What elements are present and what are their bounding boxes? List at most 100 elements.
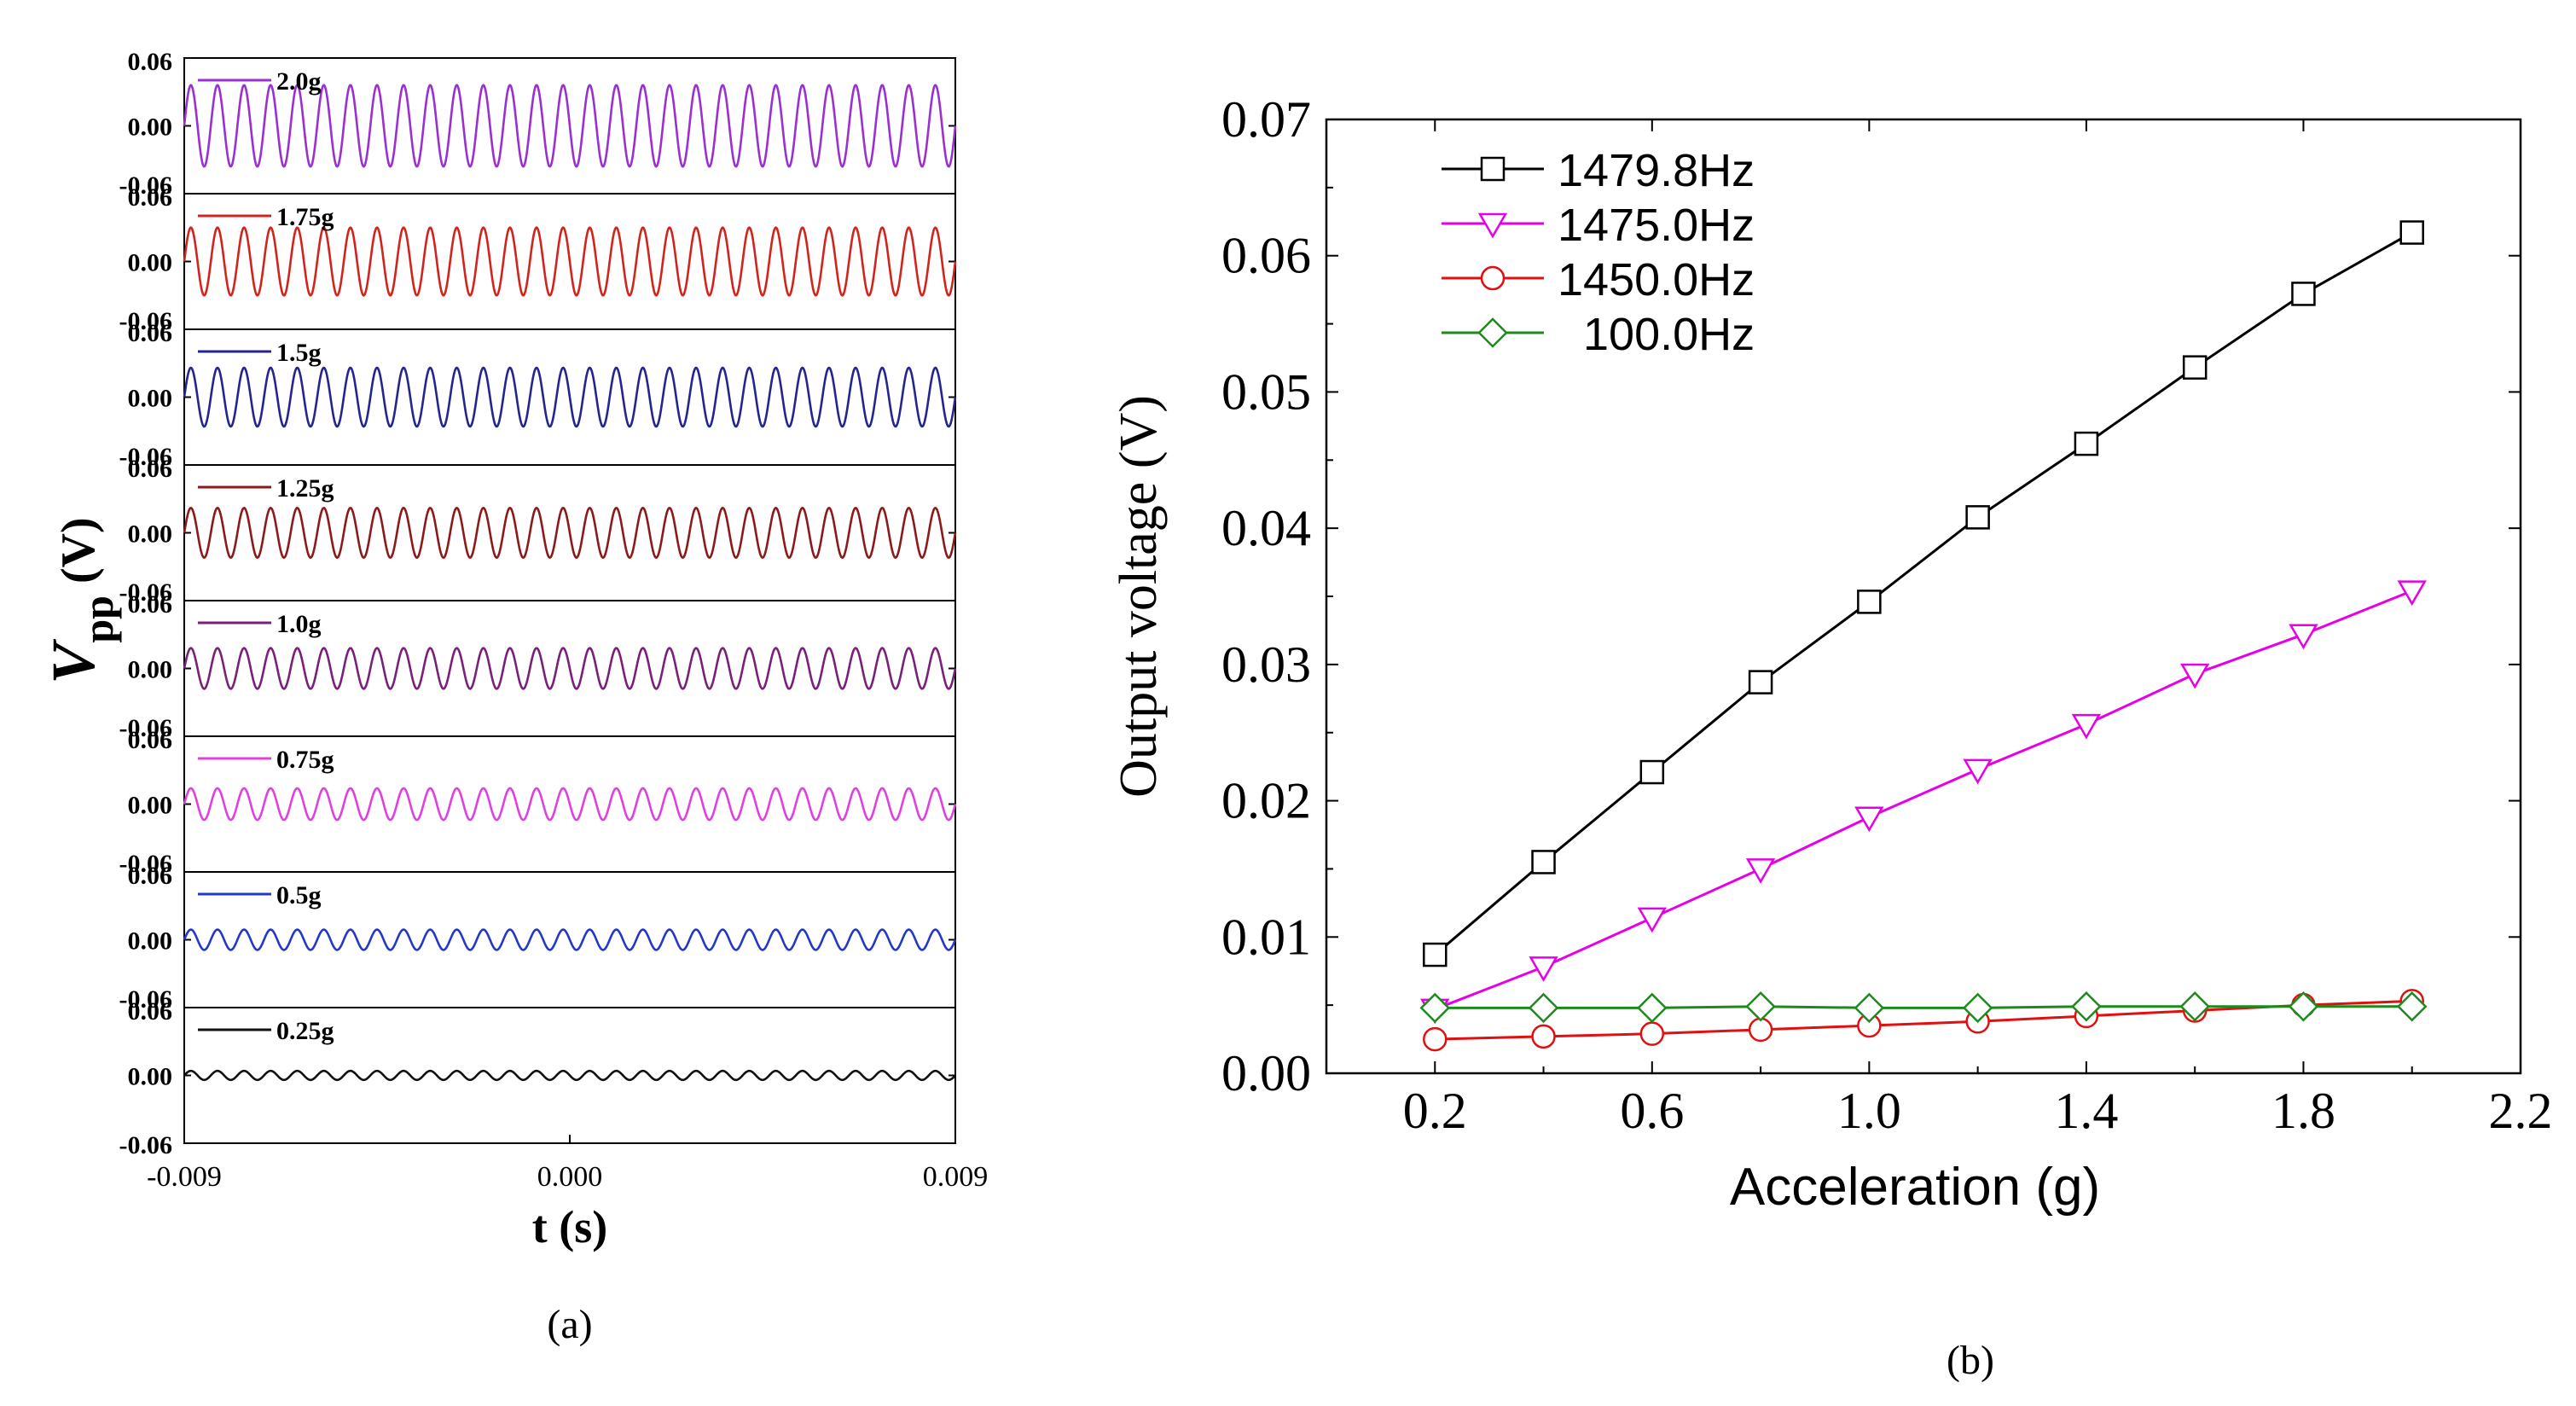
data-point [2180, 663, 2210, 689]
y-tick-label: 0.01 [1221, 909, 1311, 965]
subplot-0.25g: 0.06 0.00 0.25g [128, 997, 956, 1144]
y-tick-label: -0.06 [119, 1131, 173, 1159]
y-tick-label: -0.06 [119, 443, 173, 471]
signal-line [183, 1069, 956, 1082]
legend-marker [1477, 212, 1508, 239]
panel-b: 0.2 0.6 1.0 1.4 1.8 2.2 0.00 0.01 0.02 0.03 0.04 0.… [1110, 91, 2553, 1383]
data-point [1962, 992, 1993, 1024]
y-tick-label: 0.05 [1221, 363, 1311, 420]
data-point [2288, 991, 2319, 1022]
data-point [1423, 1026, 1448, 1052]
data-point [1423, 942, 1448, 967]
y-axis-label-v: V [39, 639, 107, 684]
data-point [2399, 220, 2424, 245]
y-axis-label-unit: (V) [52, 517, 105, 596]
legend-label: 0.75g [276, 746, 334, 774]
y-tick-label: 0.06 [128, 183, 173, 212]
series-1479.8Hz [1423, 220, 2424, 967]
data-point [1748, 1017, 1773, 1043]
y-tick-label: 0.02 [1221, 773, 1311, 829]
signal-line [183, 647, 957, 690]
data-point [2396, 991, 2428, 1022]
legend-label: 1.25g [276, 474, 334, 503]
data-point [2071, 713, 2102, 740]
y-tick-label: 0.06 [128, 590, 173, 619]
y-axis-label: Output voltage (V) [1110, 395, 1168, 798]
y-tick-label: 0.00 [128, 249, 173, 277]
y-tick-label: -0.06 [119, 714, 173, 742]
data-point [1745, 991, 1776, 1022]
signal-line [183, 366, 957, 428]
y-tick-label: 0.06 [128, 726, 173, 754]
y-tick-label: 0.00 [128, 385, 173, 413]
data-point [1419, 992, 1451, 1024]
y-tick-label: 0.07 [1221, 91, 1311, 148]
y-tick-label: 0.00 [128, 113, 173, 142]
data-point [1637, 992, 1668, 1024]
x-tick-label: 0.2 [1403, 1083, 1467, 1139]
data-point [2074, 431, 2099, 456]
y-tick-label: -0.06 [119, 171, 173, 200]
x-tick-label: -0.009 [147, 1161, 222, 1193]
y-tick-label: -0.06 [119, 850, 173, 878]
y-tick-label: 0.06 [128, 319, 173, 347]
data-point [1963, 758, 1993, 785]
legend-label: 1450.0Hz [1558, 254, 1755, 305]
x-axis-label: Acceleration (g) [1730, 1158, 2100, 1217]
x-tick-label: 2.2 [2489, 1083, 2553, 1139]
signal-line [183, 84, 957, 168]
legend-marker [1477, 317, 1508, 348]
x-tick-label: 1.0 [1837, 1083, 1901, 1139]
data-point [2071, 991, 2102, 1022]
y-tick-label: -0.06 [119, 985, 173, 1014]
subplot-1.0g: 0.06 0.00 1.0g [128, 590, 957, 737]
panel-label: (b) [1947, 1338, 1994, 1383]
y-tick-label: 0.03 [1221, 636, 1311, 693]
y-tick-label: 0.04 [1221, 500, 1311, 556]
subplot-0.75g: 0.06 0.00 0.75g [128, 726, 957, 873]
legend-label: 1.0g [276, 610, 322, 638]
y-tick-label: 0.00 [1221, 1045, 1311, 1101]
y-tick-label: -0.06 [119, 578, 173, 607]
legend-label: 2.0g [276, 67, 322, 96]
x-axis-label: t (s) [532, 1201, 607, 1252]
legend-label: 100.0Hz [1558, 309, 1755, 360]
legend-marker [1480, 265, 1506, 291]
signal-line [183, 506, 957, 560]
x-tick-label: 0.009 [923, 1161, 989, 1193]
x-tick-label: 1.8 [2271, 1083, 2335, 1139]
data-point [2182, 355, 2208, 380]
y-tick-label: 0.06 [128, 455, 173, 483]
legend-marker [1480, 156, 1506, 182]
y-tick-label: 0.00 [128, 792, 173, 820]
signal-line [183, 928, 957, 951]
signal-line [183, 787, 957, 822]
y-tick-label: 0.06 [128, 997, 173, 1025]
y-tick-label: 0.00 [128, 1063, 173, 1091]
subplot-1.75g: 0.06 0.00 1.75g [128, 183, 957, 330]
data-point [1639, 1021, 1665, 1046]
data-point [1857, 590, 1882, 614]
plot-frame [1325, 118, 2522, 1075]
data-point [1531, 1024, 1556, 1049]
data-point [1531, 850, 1556, 874]
x-tick-label: 0.000 [537, 1161, 603, 1193]
y-tick-label: 0.00 [128, 927, 173, 956]
data-point [1528, 992, 1559, 1024]
data-point [1854, 806, 1884, 833]
data-point [1639, 759, 1665, 785]
data-point [2397, 580, 2427, 607]
legend-label: 1.5g [276, 339, 322, 367]
series-line [1435, 999, 2412, 1041]
series-1450.0Hz [1423, 989, 2424, 1052]
data-point [1529, 956, 1558, 982]
legend-label: 0.5g [276, 881, 322, 909]
subplot-1.5g: 0.06 0.00 1.5g [128, 319, 957, 466]
series-line [1435, 1005, 2412, 1009]
subplot-1.25g: 0.06 0.00 1.25g [128, 455, 957, 601]
subplot-2.0g: 0.06 0.00 2.0g [128, 48, 957, 195]
panel-a: 0.060.002.0g0.060.001.75g0.060.001.5g0.0… [39, 48, 988, 1347]
signal-line [183, 226, 957, 297]
